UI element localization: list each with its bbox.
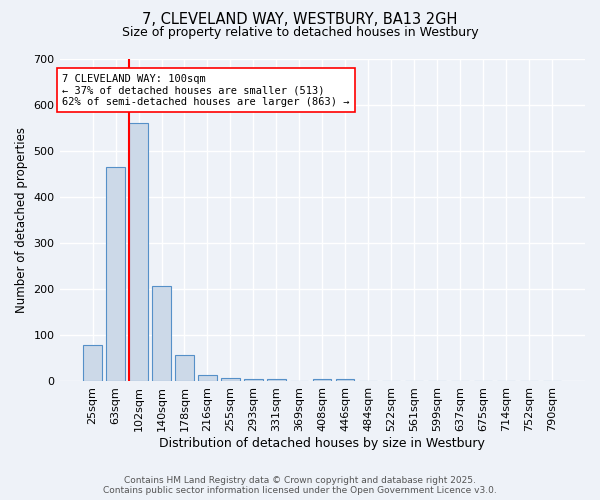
Bar — [313, 379, 331, 382]
Bar — [175, 355, 194, 382]
Bar — [336, 379, 355, 382]
Text: 7, CLEVELAND WAY, WESTBURY, BA13 2GH: 7, CLEVELAND WAY, WESTBURY, BA13 2GH — [142, 12, 458, 28]
Text: Size of property relative to detached houses in Westbury: Size of property relative to detached ho… — [122, 26, 478, 39]
Text: 7 CLEVELAND WAY: 100sqm
← 37% of detached houses are smaller (513)
62% of semi-d: 7 CLEVELAND WAY: 100sqm ← 37% of detache… — [62, 74, 350, 106]
Bar — [130, 124, 148, 382]
Bar — [83, 344, 102, 382]
Bar — [198, 374, 217, 382]
Text: Contains HM Land Registry data © Crown copyright and database right 2025.
Contai: Contains HM Land Registry data © Crown c… — [103, 476, 497, 495]
X-axis label: Distribution of detached houses by size in Westbury: Distribution of detached houses by size … — [160, 437, 485, 450]
Bar — [267, 379, 286, 382]
Bar — [221, 378, 239, 382]
Bar — [106, 168, 125, 382]
Bar — [152, 286, 170, 382]
Bar — [244, 379, 263, 382]
Y-axis label: Number of detached properties: Number of detached properties — [15, 127, 28, 313]
